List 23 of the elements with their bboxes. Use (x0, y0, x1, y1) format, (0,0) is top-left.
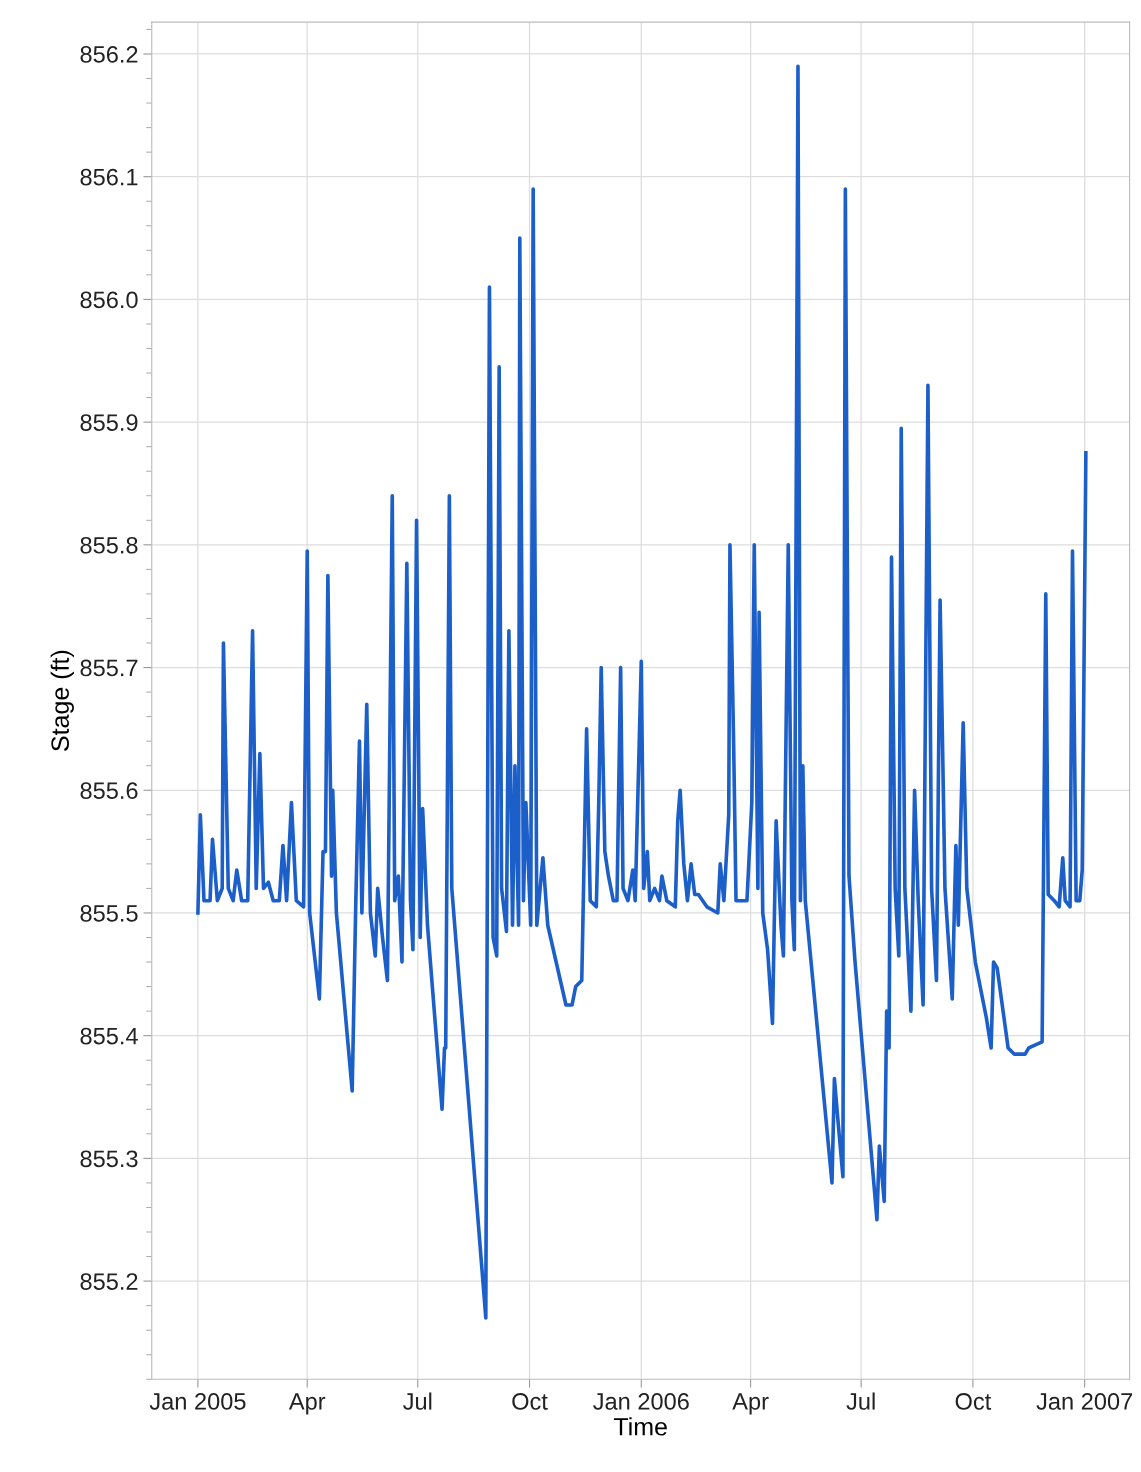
y-tick-label: 855.4 (80, 1027, 138, 1045)
y-axis-title: Stage (ft) (50, 650, 74, 751)
y-tick-label: 856.1 (80, 168, 138, 186)
x-tick-label: Apr (288, 1393, 326, 1415)
y-tick-label: 855.7 (80, 659, 138, 677)
x-axis-title: Time (613, 1417, 667, 1436)
y-tick-label: 855.9 (80, 414, 138, 431)
x-tick-label: Jul (846, 1392, 875, 1410)
y-tick-label: 855.5 (80, 905, 138, 922)
line-series (196, 64, 1088, 1320)
x-tick-label: Oct (955, 1393, 992, 1410)
y-tick-label: 856.0 (80, 291, 138, 309)
y-tick-label: 855.8 (80, 536, 138, 554)
x-tick-label: Jan 2006 (593, 1393, 689, 1410)
x-tick-label: Jul (403, 1392, 432, 1410)
x-tick-label: Jan 2005 (149, 1393, 246, 1410)
x-tick-label: Oct (512, 1393, 548, 1410)
y-tick-label: 856.2 (80, 46, 138, 63)
y-tick-label: 855.6 (80, 782, 138, 800)
y-tick-label: 855.3 (80, 1150, 138, 1168)
y-tick-label: 855.2 (80, 1273, 138, 1290)
x-tick-label: Apr (732, 1393, 769, 1415)
x-tick-label: Jan 2007 (1036, 1393, 1133, 1410)
